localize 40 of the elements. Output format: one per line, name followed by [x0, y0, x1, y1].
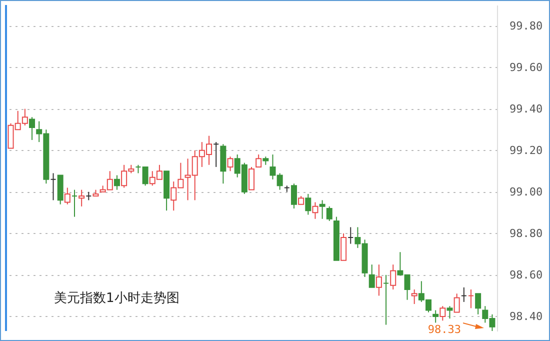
candlestick — [227, 156, 234, 172]
candlestick — [440, 306, 446, 322]
y-tick-label: 99.00 — [510, 185, 543, 198]
y-tick-label: 98.80 — [510, 226, 543, 240]
annotation: 98.33 — [428, 323, 461, 336]
y-tick-label: 99.20 — [510, 144, 543, 157]
candlestick — [290, 183, 297, 209]
candlestick — [312, 202, 318, 220]
candlestick — [114, 174, 120, 190]
candlestick — [50, 172, 56, 201]
candlestick — [29, 116, 36, 140]
candlestick — [468, 288, 474, 309]
candlestick — [383, 274, 390, 326]
y-tick-label: 99.80 — [510, 19, 543, 32]
candlestick — [376, 264, 382, 296]
y-tick-label: 98.40 — [510, 310, 543, 323]
y-tick-label: 98.60 — [510, 268, 543, 282]
candlestick — [326, 206, 332, 222]
candlestick — [460, 286, 467, 302]
candlestick — [213, 142, 220, 168]
candlestick — [78, 189, 85, 207]
candlestick — [248, 166, 254, 190]
y-tick-label: 99.40 — [510, 102, 543, 116]
candlestick — [305, 193, 312, 216]
y-tick-label: 99.60 — [510, 60, 543, 74]
candlestick — [319, 200, 326, 220]
candlestick — [340, 232, 347, 261]
candlestick — [368, 264, 375, 288]
candlestick — [432, 310, 439, 324]
candlestick — [64, 187, 70, 205]
candlestick — [475, 293, 482, 315]
candlestick — [446, 306, 453, 320]
candlestick — [454, 293, 460, 313]
candlestick — [142, 166, 148, 186]
text: 美元指数1小时走势图 — [54, 290, 180, 306]
candlestick — [256, 154, 262, 168]
candlestick — [411, 288, 418, 305]
candlestick — [348, 226, 354, 244]
candlestick — [72, 189, 78, 218]
candlestick — [390, 264, 396, 290]
